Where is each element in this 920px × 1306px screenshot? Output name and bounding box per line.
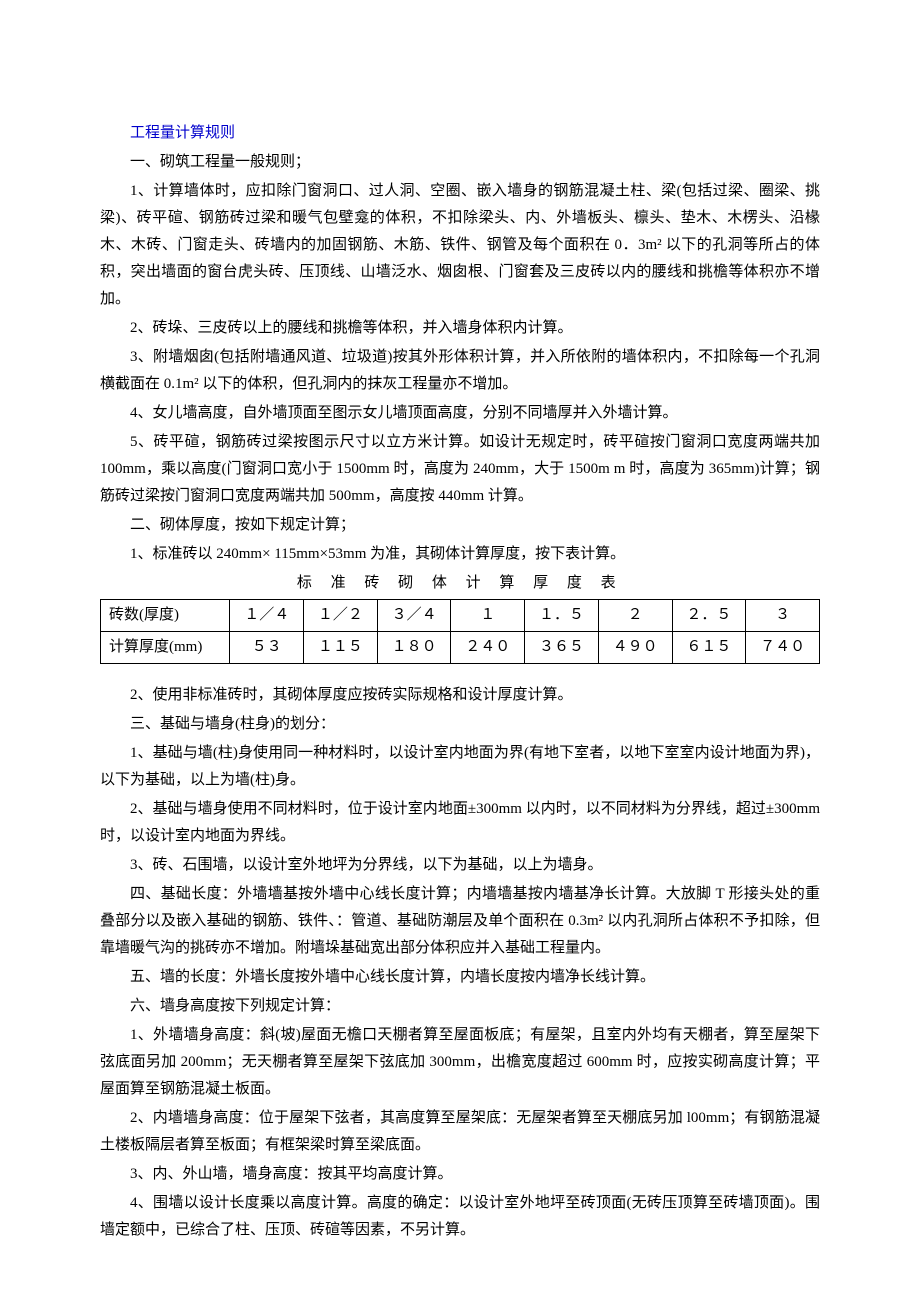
table-row: 砖数(厚度) １／４ １／２ ３／４ １ １．５ ２ ２．５ ３ <box>101 600 820 632</box>
table-row: 计算厚度(mm) ５３ １１５ １８０ ２４０ ３６５ ４９０ ６１５ ７４０ <box>101 632 820 664</box>
table-cell: ７４０ <box>746 632 820 664</box>
paragraph: 3、砖、石围墙，以设计室外地坪为分界线，以下为基础，以上为墙身。 <box>100 852 820 879</box>
section-1-heading: 一、砌筑工程量一般规则； <box>100 149 820 176</box>
paragraph: 3、附墙烟囱(包括附墙通风道、垃圾道)按其外形体积计算，并入所依附的墙体积内，不… <box>100 344 820 398</box>
paragraph: 2、基础与墙身使用不同材料时，位于设计室内地面±300mm 以内时，以不同材料为… <box>100 796 820 850</box>
table-cell: ２．５ <box>672 600 746 632</box>
paragraph: 1、计算墙体时，应扣除门窗洞口、过人洞、空圈、嵌入墙身的钢筋混凝土柱、梁(包括过… <box>100 178 820 313</box>
table-cell: １／４ <box>230 600 304 632</box>
row-header: 砖数(厚度) <box>101 600 230 632</box>
paragraph: 4、围墙以设计长度乘以高度计算。高度的确定：以设计室外地坪至砖顶面(无砖压顶算至… <box>100 1190 820 1244</box>
table-cell: ３ <box>746 600 820 632</box>
brick-thickness-table: 砖数(厚度) １／４ １／２ ３／４ １ １．５ ２ ２．５ ３ 计算厚度(mm… <box>100 599 820 664</box>
paragraph: 1、标准砖以 240mm× 115mm×53mm 为准，其砌体计算厚度，按下表计… <box>100 541 820 568</box>
section-2-heading: 二、砌体厚度，按如下规定计算； <box>100 512 820 539</box>
paragraph: 四、基础长度：外墙墙基按外墙中心线长度计算；内墙墙基按内墙基净长计算。大放脚 T… <box>100 881 820 962</box>
paragraph: 4、女儿墙高度，自外墙顶面至图示女儿墙顶面高度，分别不同墙厚并入外墙计算。 <box>100 400 820 427</box>
table-cell: １８０ <box>377 632 451 664</box>
paragraph: 3、内、外山墙，墙身高度：按其平均高度计算。 <box>100 1161 820 1188</box>
table-cell: ４９０ <box>598 632 672 664</box>
paragraph: 2、砖垛、三皮砖以上的腰线和挑檐等体积，并入墙身体积内计算。 <box>100 315 820 342</box>
table-cell: ５３ <box>230 632 304 664</box>
table-title: 标 准 砖 砌 体 计 算 厚 度 表 <box>100 570 820 597</box>
paragraph: 1、外墙墙身高度：斜(坡)屋面无檐口天棚者算至屋面板底；有屋架，且室内外均有天棚… <box>100 1022 820 1103</box>
table-cell: ６１５ <box>672 632 746 664</box>
table-cell: １／２ <box>304 600 378 632</box>
section-6-heading: 六、墙身高度按下列规定计算： <box>100 993 820 1020</box>
row-header: 计算厚度(mm) <box>101 632 230 664</box>
table-cell: ２４０ <box>451 632 525 664</box>
paragraph: 2、内墙墙身高度：位于屋架下弦者，其高度算至屋架底：无屋架者算至天棚底另加 l0… <box>100 1105 820 1159</box>
table-cell: ３／４ <box>377 600 451 632</box>
document-title: 工程量计算规则 <box>100 120 820 147</box>
paragraph: 2、使用非标准砖时，其砌体厚度应按砖实际规格和设计厚度计算。 <box>100 682 820 709</box>
table-cell: ２ <box>598 600 672 632</box>
table-cell: １１５ <box>304 632 378 664</box>
paragraph: 5、砖平碹，钢筋砖过梁按图示尺寸以立方米计算。如设计无规定时，砖平碹按门窗洞口宽… <box>100 429 820 510</box>
section-3-heading: 三、基础与墙身(柱身)的划分： <box>100 711 820 738</box>
table-cell: ３６５ <box>525 632 599 664</box>
table-cell: １．５ <box>525 600 599 632</box>
paragraph: 1、基础与墙(柱)身使用同一种材料时，以设计室内地面为界(有地下室者，以地下室室… <box>100 740 820 794</box>
paragraph: 五、墙的长度：外墙长度按外墙中心线长度计算，内墙长度按内墙净长线计算。 <box>100 964 820 991</box>
table-cell: １ <box>451 600 525 632</box>
